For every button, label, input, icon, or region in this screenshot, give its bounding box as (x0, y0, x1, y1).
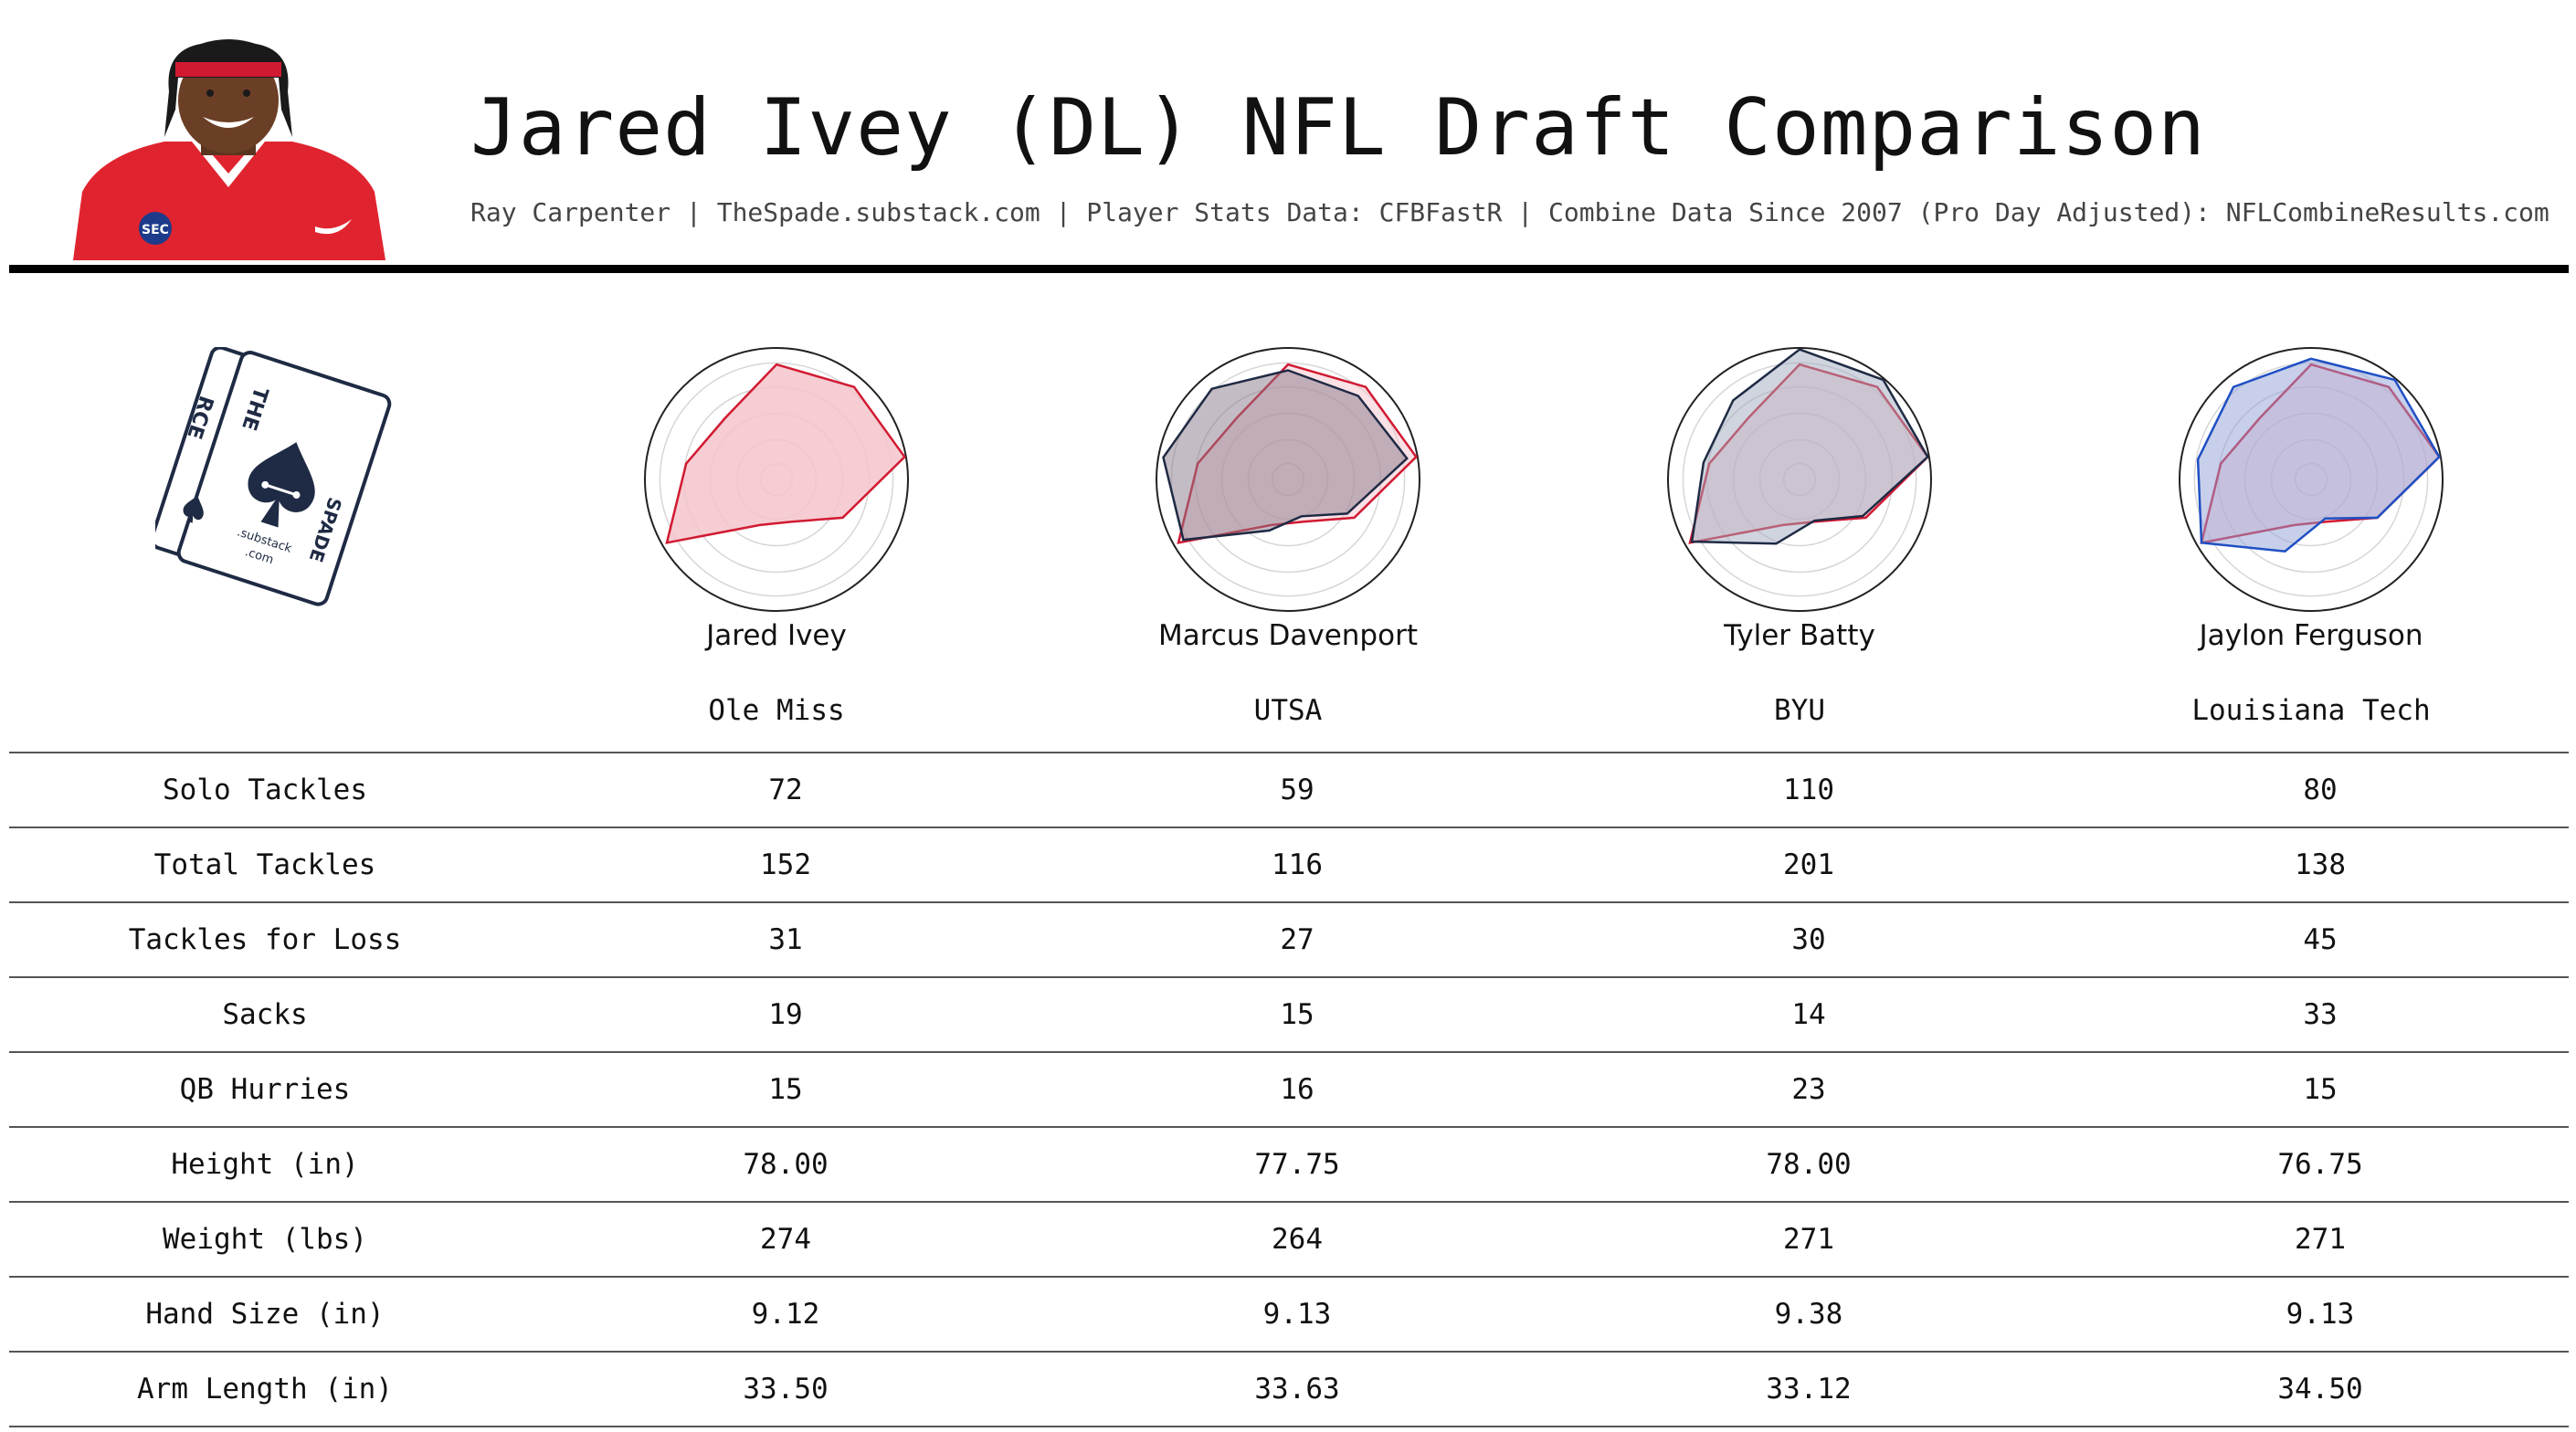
table-cell: 45 (2303, 923, 2338, 956)
radar-chart-marcus-davenport (1156, 347, 1420, 612)
row-label: Hand Size (in) (145, 1298, 385, 1331)
table-cell: 80 (2303, 774, 2338, 806)
table-cell: 201 (1783, 848, 1834, 881)
row-label: Weight (lbs) (163, 1223, 367, 1256)
radar-chart-jared-ivey (644, 347, 909, 612)
table-row: Height (in) 78.00 77.75 78.00 76.75 (9, 1126, 2569, 1201)
player-name-tyler-batty: Tyler Batty (1724, 619, 1875, 652)
table-cell: 15 (1280, 998, 1314, 1031)
the-spade-logo: RCE THE SPADE .substack .com (155, 347, 392, 606)
photo-badge-text: SEC (142, 223, 169, 237)
table-cell: 271 (1783, 1223, 1834, 1256)
table-cell: 31 (768, 923, 803, 956)
table-cell: 271 (2295, 1223, 2346, 1256)
radar-series-comparison (1162, 369, 1409, 542)
radar-outer-ring (2179, 347, 2444, 612)
table-cell: 34.50 (2277, 1373, 2363, 1406)
table-cell: 76.75 (2277, 1148, 2363, 1181)
table-cell: 23 (1791, 1073, 1826, 1106)
table-cell: 274 (760, 1223, 811, 1256)
table-cell: 138 (2295, 848, 2346, 881)
table-row: QB Hurries 15 16 23 15 (9, 1051, 2569, 1126)
radar-chart-jaylon-ferguson (2179, 347, 2444, 612)
radar-chart-tyler-batty (1667, 347, 1932, 612)
table-cell: 33.12 (1766, 1373, 1852, 1406)
table-cell: 33 (2303, 998, 2338, 1031)
table-cell: 14 (1791, 998, 1826, 1031)
team-name-louisiana-tech: Louisiana Tech (2191, 694, 2431, 727)
table-cell: 77.75 (1254, 1148, 1340, 1181)
table-cell: 9.13 (2286, 1298, 2355, 1331)
row-label: Solo Tackles (163, 774, 367, 806)
radar-grid-ring (659, 362, 894, 597)
team-name-utsa: UTSA (1253, 694, 1323, 727)
swoosh-icon (315, 219, 352, 235)
table-row: Hand Size (in) 9.12 9.13 9.38 9.13 (9, 1276, 2569, 1351)
team-name-ole-miss: Ole Miss (708, 694, 845, 727)
page-title: Jared Ivey (DL) NFL Draft Comparison (470, 82, 2206, 174)
spade-icon (248, 442, 315, 528)
row-label: Sacks (222, 998, 308, 1031)
radar-outer-ring (1667, 347, 1932, 612)
table-cell: 33.50 (743, 1373, 829, 1406)
row-label: Arm Length (in) (137, 1373, 393, 1406)
small-spade-icon (183, 495, 204, 523)
table-cell: 78.00 (1766, 1148, 1852, 1181)
table-cell: 15 (768, 1073, 803, 1106)
stats-table: Solo Tackles 72 59 110 80 Total Tackles … (9, 752, 2569, 1427)
table-cell: 19 (768, 998, 803, 1031)
table-row: Total Tackles 152 116 201 138 (9, 827, 2569, 901)
table-cell: 264 (1272, 1223, 1323, 1256)
radar-outer-ring (644, 347, 909, 612)
table-cell: 72 (768, 774, 803, 806)
table-row: Tackles for Loss 31 27 30 45 (9, 901, 2569, 976)
table-row: Arm Length (in) 33.50 33.63 33.12 34.50 (9, 1351, 2569, 1427)
radar-outer-ring (1156, 347, 1420, 612)
table-cell: 27 (1280, 923, 1314, 956)
radar-series-comparison (1690, 348, 1929, 545)
table-cell: 116 (1272, 848, 1323, 881)
header-divider (9, 265, 2569, 273)
table-cell: 16 (1280, 1073, 1314, 1106)
table-row: Weight (lbs) 274 264 271 271 (9, 1201, 2569, 1276)
table-cell: 9.13 (1262, 1298, 1332, 1331)
page-subtitle: Ray Carpenter | TheSpade.substack.com | … (470, 197, 2550, 227)
team-name-byu: BYU (1774, 694, 1825, 727)
table-cell: 30 (1791, 923, 1826, 956)
table-cell: 15 (2303, 1073, 2338, 1106)
table-row: Solo Tackles 72 59 110 80 (9, 752, 2569, 827)
player-name-jared-ivey: Jared Ivey (706, 619, 847, 652)
radar-series-jared-ivey (665, 363, 906, 544)
table-row: Sacks 19 15 14 33 (9, 976, 2569, 1051)
table-cell: 110 (1783, 774, 1834, 806)
player-name-marcus-davenport: Marcus Davenport (1158, 619, 1418, 652)
radar-series-comparison (2196, 357, 2441, 553)
table-cell: 33.63 (1254, 1373, 1340, 1406)
table-cell: 9.12 (751, 1298, 820, 1331)
row-label: Total Tackles (153, 848, 376, 881)
player-name-jaylon-ferguson: Jaylon Ferguson (2199, 619, 2423, 652)
player-photo: SEC (73, 39, 385, 260)
table-cell: 152 (760, 848, 811, 881)
row-label: Tackles for Loss (128, 923, 402, 956)
row-label: Height (in) (171, 1148, 359, 1181)
table-cell: 9.38 (1774, 1298, 1843, 1331)
table-cell: 59 (1280, 774, 1314, 806)
table-cell: 78.00 (743, 1148, 829, 1181)
row-label: QB Hurries (179, 1073, 351, 1106)
